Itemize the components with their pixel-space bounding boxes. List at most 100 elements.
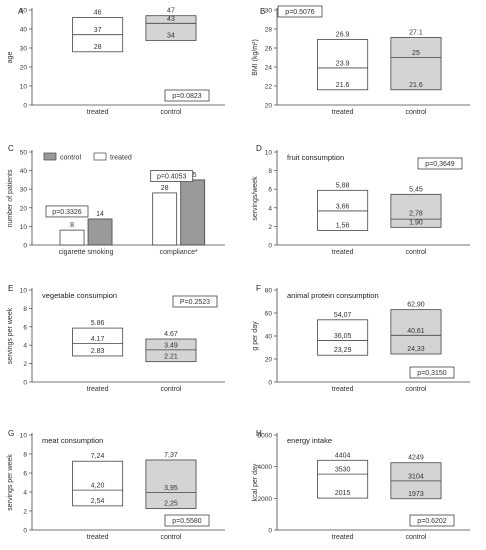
box-treated: [317, 39, 369, 91]
high-value-label: 5.86: [91, 320, 105, 327]
x-category-label: treated: [87, 109, 109, 116]
x-category-label: control: [160, 109, 181, 116]
p-value-box: [409, 514, 455, 527]
y-tick-label: 10: [20, 224, 28, 231]
chart-panel-b: B 20 22 24 26 28 30 BMI (kg/m²) 26.9 23.9 21.6 trea…: [252, 5, 470, 116]
box-control: [390, 193, 442, 228]
y-tick-label: 10: [20, 84, 28, 91]
y-tick-label: 0: [268, 243, 272, 250]
x-category-label: control: [405, 534, 426, 541]
y-axis-label: number of patients: [7, 169, 14, 227]
high-value-label: 27.1: [409, 30, 423, 37]
box-control: [390, 309, 442, 355]
chart-panel-f: F 0 20 40 60 80 g per day animal protein consum…: [252, 284, 470, 393]
median-value-label: 25: [412, 50, 420, 57]
y-tick-label: 4: [23, 343, 27, 350]
x-category-label: compliance*: [160, 249, 198, 256]
y-tick-label: 10: [20, 433, 28, 440]
high-value-label: 4404: [335, 452, 351, 459]
high-value-label: 7,24: [91, 453, 105, 460]
chart-title: animal protein consumption: [287, 291, 379, 300]
p-value-box: [172, 295, 218, 308]
median-value-label: 40,61: [407, 328, 425, 335]
x-category-label: cigarette smoking: [59, 249, 114, 256]
y-tick-label: 26: [265, 46, 273, 53]
y-tick-label: 4: [268, 205, 272, 212]
chart-panel-g: G 0 2 4 6 8 10 servings per week meat consumptio…: [7, 429, 225, 541]
chart-panel-c: C 0 10 20 30 40 50 number of patients 8 14 cigaret…: [7, 144, 225, 256]
low-value-label: 21.6: [336, 82, 350, 89]
panel-letter: D: [256, 144, 262, 153]
y-tick-label: 20: [20, 205, 28, 212]
p-value-text: p=0.3326: [52, 209, 81, 216]
bar-treated: [59, 229, 85, 246]
high-value-label: 47: [167, 8, 175, 15]
x-category-label: control: [405, 386, 426, 393]
median-value-label: 4,20: [91, 483, 105, 490]
x-category-label: treated: [332, 534, 354, 541]
y-tick-label: 2: [23, 361, 27, 368]
p-value-text: p=0.0823: [172, 93, 201, 100]
y-tick-label: 24: [265, 65, 273, 72]
high-value-label: 26.9: [336, 31, 350, 38]
median-value-label: 37: [94, 27, 102, 34]
panel-letter: E: [8, 284, 13, 293]
y-tick-label: 0: [23, 528, 27, 535]
low-value-label: 1,56: [336, 222, 350, 229]
y-axis-label: g per day: [252, 321, 259, 351]
bar-control: [87, 218, 113, 246]
p-value-text: p=0,3150: [417, 370, 446, 377]
chart-title: energy intake: [287, 436, 332, 445]
p-value-box: [164, 89, 210, 102]
bar-treated: [152, 192, 178, 246]
low-value-label: 2.21: [164, 354, 178, 361]
y-tick-label: 8: [23, 452, 27, 459]
high-value-label: 54,07: [334, 312, 352, 319]
low-value-label: 1973: [408, 491, 424, 498]
x-category-label: treated: [87, 386, 109, 393]
y-tick-label: 4000: [258, 464, 273, 471]
y-tick-label: 28: [265, 27, 273, 34]
legend-label-treated: treated: [110, 155, 132, 162]
panel-letter: C: [8, 144, 14, 153]
x-category-label: control: [405, 109, 426, 116]
x-category-label: control: [405, 249, 426, 256]
box-treated: [72, 327, 124, 357]
y-tick-label: 0: [23, 380, 27, 387]
y-tick-label: 50: [20, 150, 28, 157]
y-tick-label: 10: [265, 150, 273, 157]
low-value-label: 21.6: [409, 82, 423, 89]
chart-title: meat consumption: [42, 436, 103, 445]
box-control: [390, 37, 442, 91]
low-value-label: 1,90: [409, 219, 423, 226]
y-tick-label: 20: [20, 65, 28, 72]
x-category-label: treated: [332, 109, 354, 116]
median-value-label: 3,95: [164, 485, 178, 492]
high-value-label: 46: [94, 10, 102, 17]
y-tick-label: 4: [23, 490, 27, 497]
y-tick-label: 22: [265, 84, 273, 91]
median-value-label: 23.9: [336, 60, 350, 67]
y-tick-label: 40: [20, 27, 28, 34]
x-category-label: control: [160, 386, 181, 393]
legend-label-control: control: [60, 155, 81, 162]
x-category-label: treated: [332, 249, 354, 256]
y-tick-label: 30: [20, 46, 28, 53]
p-value-box: [45, 205, 89, 218]
low-value-label: 2,54: [91, 498, 105, 505]
p-value-box: [409, 366, 455, 379]
panel-letter: A: [18, 7, 24, 16]
high-value-label: 4249: [408, 455, 424, 462]
box-treated: [317, 189, 369, 231]
p-value-text: p=0,5580: [172, 518, 201, 525]
y-tick-label: 2: [23, 509, 27, 516]
low-value-label: 2.83: [91, 348, 105, 355]
p-value-box: [417, 157, 463, 170]
y-tick-label: 6000: [258, 433, 273, 440]
panel-letter: B: [260, 7, 265, 16]
bar-control: [180, 179, 206, 246]
y-tick-label: 20: [265, 357, 273, 364]
p-value-text: P=0.2523: [180, 299, 210, 306]
box-control: [145, 459, 197, 510]
